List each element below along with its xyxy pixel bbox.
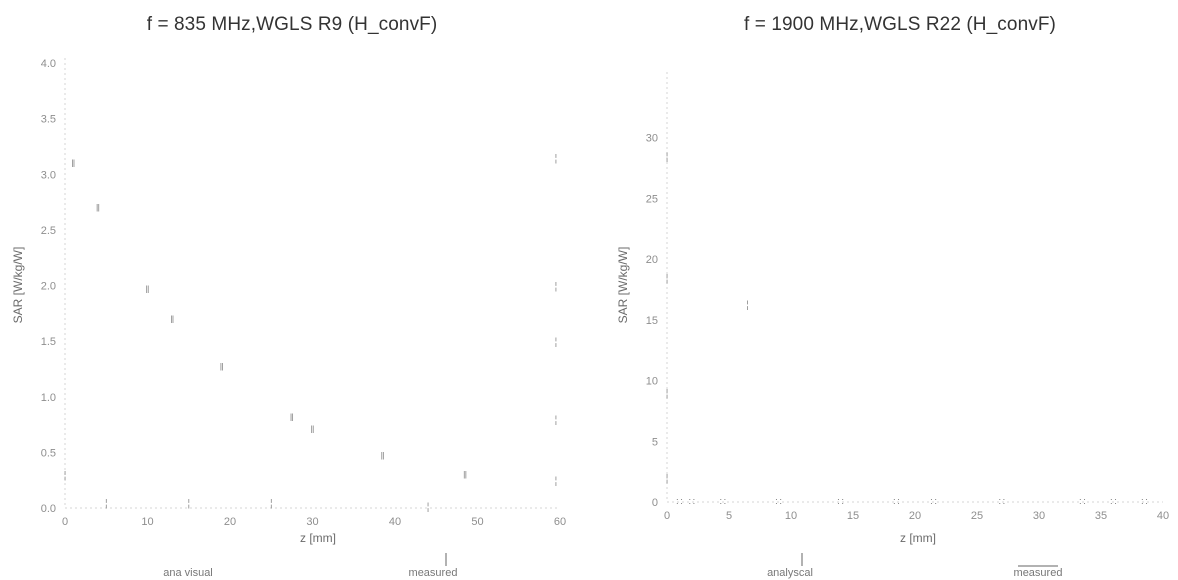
data-point-analytical: ‖ <box>220 363 224 374</box>
y-tick-label: 3.5 <box>41 114 56 126</box>
x-tick-label: 30 <box>306 516 318 528</box>
x-tick-label: 20 <box>909 510 921 522</box>
data-point-measured: ¦ <box>427 502 430 513</box>
y-tick-label: 5 <box>652 436 658 448</box>
y-tick-label: 15 <box>646 315 658 327</box>
data-point-analytical: ‖ <box>381 452 385 463</box>
data-point-measured: ∷ <box>893 497 899 508</box>
chart-title: f = 835 MHz,WGLS R9 (H_convF) <box>147 14 438 35</box>
y-axis-label: SAR [W/kg/W] <box>11 247 25 324</box>
y-tick-label: 1.5 <box>41 336 56 348</box>
y-tick-label: 2.5 <box>41 225 56 237</box>
y-tick-label: 4.0 <box>41 58 56 70</box>
data-point-analytical: ‖ <box>96 204 100 215</box>
x-tick-label: 0 <box>62 516 68 528</box>
data-point-measured: ¦ <box>105 498 108 509</box>
x-tick-label: 10 <box>141 516 153 528</box>
data-point-measured: ¦ <box>555 282 558 293</box>
data-point-measured: ∷ <box>676 497 682 508</box>
x-tick-label: 15 <box>847 510 859 522</box>
y-axis-label: SAR [W/kg/W] <box>616 247 630 324</box>
data-point-measured: ∷ <box>930 497 936 508</box>
y-tick-label: 0 <box>652 497 658 509</box>
x-tick-label: 20 <box>224 516 236 528</box>
y-tick-label: 1.0 <box>41 392 56 404</box>
x-tick-label: 25 <box>971 510 983 522</box>
x-tick-label: 50 <box>471 516 483 528</box>
x-axis-label: z [mm] <box>300 531 336 545</box>
legend-entry-analytical: ana visual <box>163 567 213 579</box>
x-tick-label: 10 <box>785 510 797 522</box>
x-tick-label: 40 <box>389 516 401 528</box>
data-point-measured: ¦ <box>555 154 558 165</box>
data-point-analytical: ‖ <box>310 425 314 436</box>
y-tick-label: 25 <box>646 193 658 205</box>
data-point-measured: ¦ <box>555 476 558 487</box>
data-point-analytical: ‖ <box>71 159 75 170</box>
y-tick-label: 3.0 <box>41 169 56 181</box>
y-tick-label: 0.0 <box>41 503 56 515</box>
x-tick-label: 35 <box>1095 510 1107 522</box>
x-tick-label: 40 <box>1157 510 1169 522</box>
y-tick-label: 30 <box>646 133 658 145</box>
data-point-analytical: ‖ <box>145 285 149 296</box>
x-tick-label: 0 <box>664 510 670 522</box>
data-point-measured: ∷ <box>1079 497 1085 508</box>
data-point-measured: ∷ <box>1110 497 1116 508</box>
data-point-measured: ¦ <box>555 415 558 426</box>
data-point-measured: ¦ <box>270 498 273 509</box>
x-axis-label: z [mm] <box>900 531 936 545</box>
data-point-analytical: ¦ <box>666 474 669 485</box>
y-tick-label: 0.5 <box>41 447 56 459</box>
data-point-measured: ∷ <box>999 497 1005 508</box>
data-point-analytical: ¦ <box>746 300 749 311</box>
legend-entry-measured: measured <box>409 567 458 579</box>
data-point-measured: ¦ <box>555 337 558 348</box>
x-tick-label: 30 <box>1033 510 1045 522</box>
x-tick-label: 5 <box>726 510 732 522</box>
data-point-analytical: ¦ <box>666 389 669 400</box>
data-point-analytical: ‖ <box>170 315 174 326</box>
data-point-measured: ¦ <box>64 471 67 482</box>
legend-entry-measured: measured <box>1014 567 1063 579</box>
x-tick-label: 60 <box>554 516 566 528</box>
y-tick-label: 20 <box>646 254 658 266</box>
data-point-measured: ∷ <box>775 497 781 508</box>
data-point-analytical: ¦ <box>666 273 669 284</box>
data-point-analytical: ¦ <box>666 152 669 163</box>
y-tick-label: 10 <box>646 376 658 388</box>
data-point-measured: ∷ <box>720 497 726 508</box>
data-point-analytical: ‖ <box>290 413 294 424</box>
y-tick-label: 2.0 <box>41 281 56 293</box>
data-point-measured: ¦ <box>187 498 190 509</box>
data-point-measured: ∷ <box>689 497 695 508</box>
data-point-measured: ∷ <box>1141 497 1147 508</box>
data-point-analytical: ‖ <box>463 471 467 482</box>
legend-entry-analytical: analyscal <box>767 567 813 579</box>
chart-panel-835mhz: f = 835 MHz,WGLS R9 (H_convF) z [mm] SAR… <box>11 14 566 579</box>
chart-title: f = 1900 MHz,WGLS R22 (H_convF) <box>744 14 1056 35</box>
chart-panel-1900mhz: f = 1900 MHz,WGLS R22 (H_convF) z [mm] S… <box>616 14 1169 579</box>
data-point-measured: ∷ <box>837 497 843 508</box>
